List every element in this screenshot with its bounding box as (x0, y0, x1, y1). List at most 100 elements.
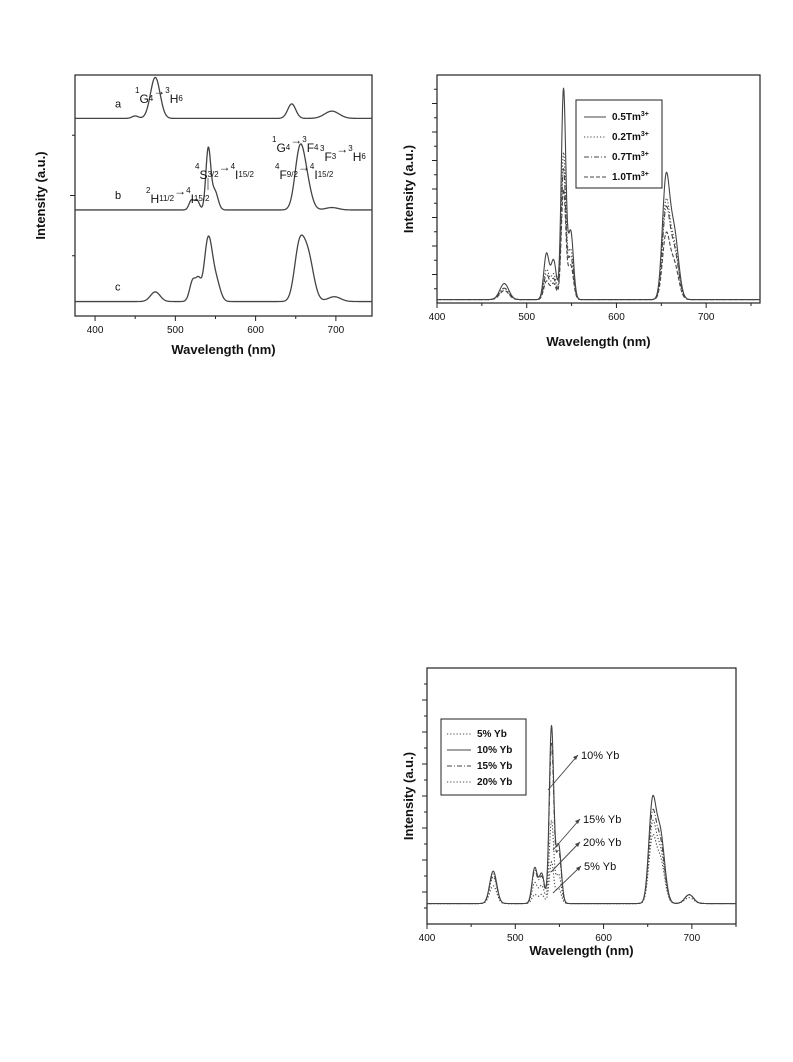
transition-sub2: 15/2 (318, 170, 334, 179)
x-tick-label: 400 (87, 325, 104, 336)
transition-arrow: → (219, 160, 231, 174)
transition-main: G (276, 141, 285, 155)
transition-label: 4F9/2→4I15/2 (275, 160, 334, 182)
legend-label: 0.7Tm3+ (612, 151, 649, 163)
legend-sup: 3+ (641, 111, 649, 118)
transition-label: 4S3/2→4I15/2 (195, 160, 255, 182)
transition-lead2: 4 (231, 162, 236, 171)
transition-arrow: → (336, 142, 348, 156)
transition-main: S (199, 168, 207, 182)
y-axis-label: Intensity (a.u.) (401, 145, 416, 233)
transition-main: F (279, 168, 286, 182)
transition-lead: 2 (146, 186, 151, 195)
transition-lead2: 4 (186, 186, 191, 195)
x-tick-label: 400 (419, 933, 436, 944)
series-label: c (115, 282, 121, 294)
legend-name: 0.5Tm (612, 112, 641, 123)
transition-lead: 3 (320, 144, 325, 153)
transition-main2: H (170, 92, 179, 106)
x-tick-label: 700 (328, 325, 345, 336)
spectrum-line-1.0Tm (437, 188, 760, 301)
x-tick-label: 500 (518, 312, 535, 323)
callout-arrowhead (573, 755, 578, 760)
transition-lead: 4 (195, 162, 200, 171)
legend-label: 0.5Tm3+ (612, 111, 649, 123)
callout-label: 5% Yb (584, 861, 616, 873)
callout-arrowhead (575, 819, 580, 824)
chart-a-b-c-spectra: 400 500 600 700 Wavelength (nm) Intensity (a.… (33, 74, 373, 357)
callout-arrow (550, 841, 581, 873)
chart-tm-concentration: 400 500 600 700 Wavelength (nm) Intensity (a.… (401, 74, 761, 349)
x-axis-label: Wavelength (nm) (546, 334, 650, 349)
plot-frame (426, 667, 737, 925)
legend-sup: 3+ (641, 131, 649, 138)
transition-main: G (139, 92, 148, 106)
transition-lead2: 3 (165, 86, 170, 95)
series-label: a (115, 99, 122, 111)
transition-label: 1G4→3F4 (272, 133, 319, 155)
legend-label: 20% Yb (477, 777, 512, 788)
transition-lead2: 3 (348, 144, 353, 153)
transition-sub2: 15/2 (194, 194, 210, 203)
x-tick-label: 600 (608, 312, 625, 323)
transition-main: F (324, 150, 331, 164)
callout-label: 10% Yb (581, 750, 619, 762)
legend-label: 0.2Tm3+ (612, 131, 649, 143)
transition-sub2: 15/2 (238, 170, 254, 179)
legend-label: 15% Yb (477, 761, 512, 772)
transition-main2: I (191, 192, 194, 206)
chart-yb-concentration: 400 500 600 700 Wavelength (nm) Intensity (a.… (401, 667, 737, 958)
transition-label: 1G4→3H6 (135, 84, 183, 106)
transition-arrow: → (290, 133, 302, 147)
transition-lead2: 4 (310, 162, 315, 171)
transition-sub2: 6 (361, 152, 366, 161)
transition-label: 3F3→3H6 (320, 142, 366, 164)
x-axis-label: Wavelength (nm) (171, 342, 275, 357)
transition-arrow: → (174, 184, 186, 198)
transition-lead2: 3 (302, 135, 307, 144)
transition-main: H (150, 192, 159, 206)
transition-main2: F (307, 141, 314, 155)
transition-arrow: → (153, 84, 165, 98)
x-axis-label: Wavelength (nm) (529, 943, 633, 958)
transition-lead: 1 (272, 135, 277, 144)
transition-arrow: → (298, 160, 310, 174)
callout-label: 15% Yb (583, 814, 621, 826)
spectrum-line-5Yb (427, 833, 736, 905)
callout-arrowhead (575, 842, 580, 847)
transition-sub: 11/2 (159, 194, 175, 203)
callout-arrow (552, 818, 581, 851)
x-tick-label: 600 (595, 933, 612, 944)
legend-label: 10% Yb (477, 745, 512, 756)
transition-main2: I (235, 168, 238, 182)
transition-main2: I (314, 168, 317, 182)
legend-label: 5% Yb (477, 729, 507, 740)
callout-arrowhead (576, 866, 581, 871)
transition-main2: H (353, 150, 362, 164)
transition-sub: 9/2 (287, 170, 299, 179)
x-tick-label: 600 (247, 325, 264, 336)
legend-sup: 3+ (641, 151, 649, 158)
y-axis-label: Intensity (a.u.) (33, 151, 48, 239)
transition-sub: 3/2 (207, 170, 219, 179)
transition-sub2: 6 (178, 94, 183, 103)
callout-arrow (547, 754, 579, 791)
transition-lead: 1 (135, 86, 140, 95)
legend-sup: 3+ (641, 171, 649, 178)
transition-lead: 4 (275, 162, 280, 171)
x-tick-label: 700 (684, 933, 701, 944)
legend-name: 1.0Tm (612, 172, 641, 183)
x-tick-label: 500 (167, 325, 184, 336)
legend-box (440, 718, 527, 796)
x-tick-label: 500 (507, 933, 524, 944)
spectrum-line-a (75, 76, 372, 120)
transition-label: 2H11/2→4I15/2 (146, 184, 210, 206)
transition-sub: 4 (149, 94, 154, 103)
legend-box (575, 99, 663, 189)
legend-name: 0.2Tm (612, 132, 641, 143)
transition-sub: 3 (332, 152, 337, 161)
series-label: b (115, 190, 121, 202)
spectrum-line-20Yb (427, 818, 736, 905)
